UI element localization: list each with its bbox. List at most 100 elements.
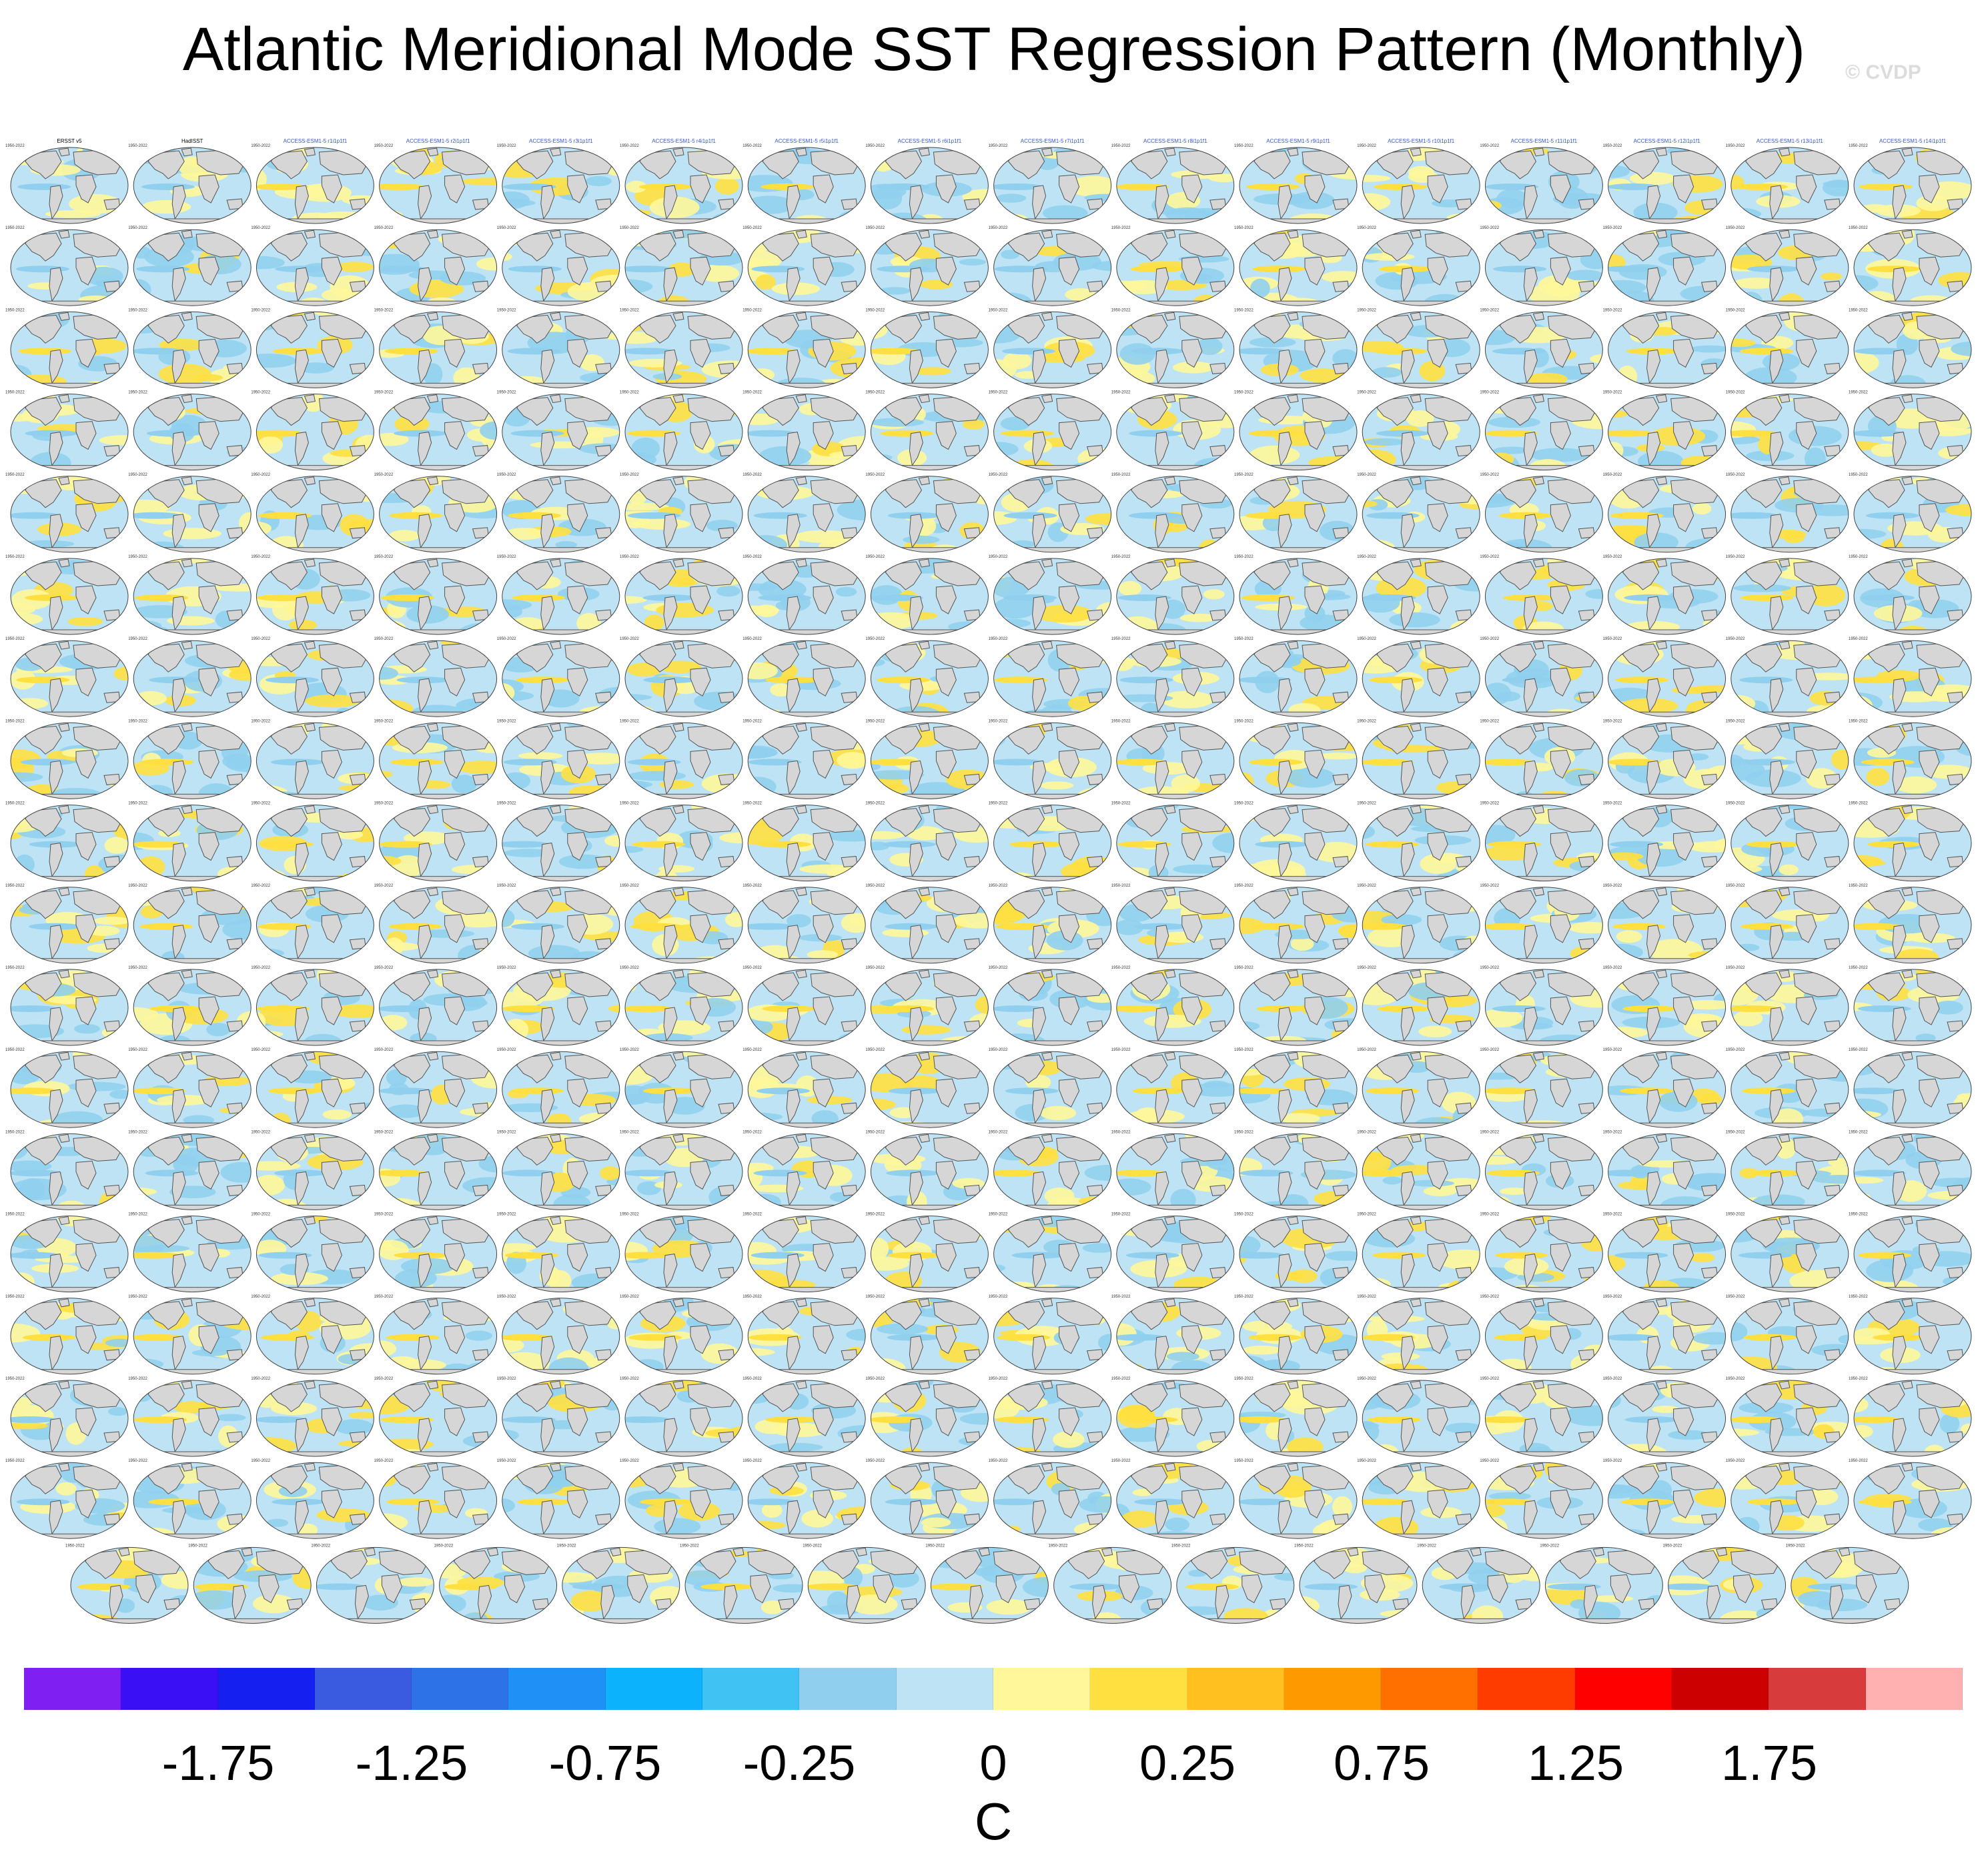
panel-year-label: 1950-2022 <box>1111 884 1131 888</box>
map-oval <box>133 476 252 553</box>
map-oval <box>10 1462 129 1539</box>
panel-year-label: 1950-2022 <box>1111 1459 1131 1463</box>
map-panel: 1950-2022 <box>497 226 620 306</box>
panel-year-label: 1950-2022 <box>1234 1213 1254 1217</box>
map-panel: 1950-2022 <box>620 1295 743 1375</box>
panel-year-label: 1950-2022 <box>5 391 25 395</box>
map-oval <box>1239 229 1358 306</box>
map-oval <box>747 722 866 799</box>
panel-year-label: 1950-2022 <box>742 884 762 888</box>
map-panel: 1950-2022 <box>1111 966 1235 1046</box>
map-oval <box>993 1133 1112 1210</box>
map-panel: 1950-2022 <box>742 1048 866 1128</box>
panel-year-label: 1950-2022 <box>251 966 270 970</box>
map-oval <box>1362 722 1480 799</box>
map-oval <box>10 969 129 1046</box>
map-oval <box>1484 1298 1603 1375</box>
map-panel: 1950-2022 <box>620 473 743 553</box>
panel-year-label: 1950-2022 <box>251 719 270 723</box>
panel-title: ACCESS-ESM1-5 r7i1p1f1 <box>1021 138 1085 144</box>
panel-year-label: 1950-2022 <box>1357 1459 1376 1463</box>
map-panel: 1950-2022 <box>1726 308 1849 388</box>
map-oval <box>10 805 129 882</box>
map-panel: 1950-2022 <box>251 473 374 553</box>
map-oval <box>10 1216 129 1293</box>
map-panel: 1950-2022 <box>742 637 866 717</box>
map-panel: 1950-2022 <box>374 719 498 799</box>
map-panel: 1950-2022 <box>1234 1377 1358 1457</box>
map-panel: 1950-2022 <box>1603 226 1726 306</box>
map-panel: 1950-2022 <box>1234 1459 1358 1539</box>
panel-year-label: 1950-2022 <box>1849 555 1868 559</box>
map-panel: 1950-2022 <box>374 226 498 306</box>
panel-year-label: 1950-2022 <box>188 1544 207 1548</box>
map-oval <box>1362 640 1480 717</box>
panel-year-label: 1950-2022 <box>128 144 147 148</box>
map-panel: 1950-2022 <box>989 1295 1112 1375</box>
map-panel: HadISST 1950-2022 <box>128 138 252 224</box>
map-panel: 1950-2022 <box>1234 308 1358 388</box>
panel-year-label: 1950-2022 <box>497 1377 516 1381</box>
map-oval <box>1239 311 1358 388</box>
map-panel: 1950-2022 <box>1480 1459 1603 1539</box>
map-panel: 1950-2022 <box>1603 473 1726 553</box>
map-panel: 1950-2022 <box>128 802 252 882</box>
colorbar-swatch <box>1769 1668 1866 1710</box>
map-oval <box>1608 229 1726 306</box>
map-panel: 1950-2022 <box>1726 1213 1849 1293</box>
map-panel: 1950-2022 <box>989 802 1112 882</box>
panel-year-label: 1950-2022 <box>1726 473 1745 477</box>
panel-year-label: 1950-2022 <box>1294 1544 1314 1548</box>
map-oval <box>502 1298 620 1375</box>
map-panel: 1950-2022 <box>251 637 374 717</box>
panel-year-label: 1950-2022 <box>1849 802 1868 806</box>
map-oval <box>1362 887 1480 964</box>
map-oval <box>502 311 620 388</box>
map-panel: 1950-2022 <box>1603 719 1726 799</box>
map-oval <box>379 1380 498 1457</box>
colorbar-swatch <box>508 1668 606 1710</box>
map-oval <box>1484 1380 1603 1457</box>
map-oval <box>256 1051 374 1128</box>
panel-year-label: 1950-2022 <box>1234 1295 1254 1299</box>
panel-year-label: 1950-2022 <box>497 473 516 477</box>
panel-year-label: 1950-2022 <box>374 1459 394 1463</box>
panel-year-label: 1950-2022 <box>620 802 639 806</box>
map-panel: 1950-2022 <box>1111 719 1235 799</box>
map-panel: 1950-2022 <box>1849 1377 1972 1457</box>
map-oval <box>379 147 498 224</box>
map-panel: 1950-2022 <box>1480 391 1603 471</box>
panel-year-label: 1950-2022 <box>1480 1130 1499 1134</box>
panel-year-label: 1950-2022 <box>1480 719 1499 723</box>
colorbar-tick-label: -1.25 <box>355 1735 468 1791</box>
map-oval <box>133 969 252 1046</box>
map-panel: 1950-2022 <box>65 1544 189 1624</box>
map-panel: 1950-2022 <box>620 226 743 306</box>
map-panel: 1950-2022 <box>374 391 498 471</box>
map-panel: 1950-2022 <box>251 1377 374 1457</box>
map-oval <box>502 1380 620 1457</box>
map-panel-grid: ERSST v51950-2022HadISST1950-2022ACCESS-… <box>5 138 1972 1624</box>
colorbar-swatch <box>1187 1668 1284 1710</box>
colorbar-units-label: C <box>974 1792 1013 1851</box>
panel-year-label: 1950-2022 <box>620 719 639 723</box>
map-oval <box>256 1133 374 1210</box>
colorbar-tick-label: 1.75 <box>1720 1735 1818 1791</box>
map-oval <box>1608 969 1726 1046</box>
map-panel: 1950-2022 <box>620 308 743 388</box>
panel-year-label: 1950-2022 <box>374 1048 394 1052</box>
panel-year-label: 1950-2022 <box>251 555 270 559</box>
colorbar-swatch <box>121 1668 218 1710</box>
map-oval <box>1362 147 1480 224</box>
map-oval <box>1239 558 1358 635</box>
map-panel: 1950-2022 <box>1480 555 1603 635</box>
map-panel: 1950-2022 <box>1111 1459 1235 1539</box>
map-panel: 1950-2022 <box>434 1544 558 1624</box>
map-oval <box>1116 229 1235 306</box>
map-panel: 1950-2022 <box>1357 1459 1480 1539</box>
map-panel: 1950-2022 <box>1480 308 1603 388</box>
map-panel: 1950-2022 <box>374 473 498 553</box>
map-oval <box>747 1462 866 1539</box>
map-oval <box>1484 722 1603 799</box>
map-panel: 1950-2022 <box>620 555 743 635</box>
